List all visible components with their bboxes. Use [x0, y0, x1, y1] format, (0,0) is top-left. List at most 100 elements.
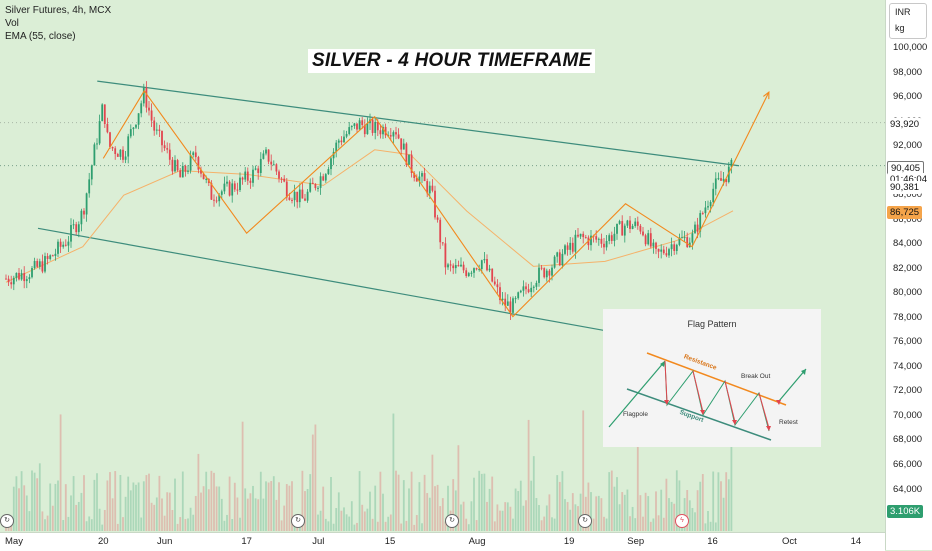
candle: [236, 189, 239, 191]
price-chart-svg[interactable]: [0, 0, 885, 532]
candle: [226, 181, 228, 184]
candle: [335, 142, 338, 152]
candle: [571, 242, 574, 252]
volume-bar: [350, 501, 353, 531]
volume-bar: [288, 485, 291, 531]
volume-bar: [509, 506, 512, 531]
volume-bar: [270, 481, 273, 531]
candle: [675, 244, 678, 251]
volume-bar: [210, 470, 213, 531]
candle: [332, 151, 335, 159]
legend-symbol[interactable]: Silver Futures, 4h, MCX: [5, 5, 112, 16]
candle: [413, 173, 416, 178]
candle: [10, 282, 13, 285]
candle: [621, 221, 624, 236]
candle: [673, 244, 676, 251]
candle: [506, 301, 509, 306]
volume-bar: [306, 489, 309, 531]
price-tick-label: 100,000: [893, 42, 928, 53]
dividend-event-icon[interactable]: ↻: [291, 514, 305, 528]
candle: [62, 244, 65, 247]
volume-bar: [397, 474, 400, 531]
candle: [132, 127, 135, 130]
candle: [49, 255, 52, 259]
candle: [535, 282, 538, 287]
volume-bar: [176, 523, 179, 531]
legend-volume[interactable]: Vol: [5, 18, 19, 29]
price-axis[interactable]: [885, 0, 932, 550]
volume-bar: [662, 517, 665, 531]
time-tick-label: Jul: [312, 536, 325, 547]
volume-bar: [254, 498, 257, 531]
price-tick-label: 82,000: [893, 262, 923, 274]
candle: [350, 125, 353, 128]
volume-bar: [275, 499, 278, 531]
candle: [330, 158, 332, 170]
candle: [657, 248, 660, 252]
volume-bar: [660, 489, 663, 531]
price-tick-label: 86,000: [893, 213, 923, 225]
candle: [189, 155, 192, 171]
volume-bar: [616, 477, 618, 531]
volume-bar: [241, 421, 244, 531]
dividend-event-icon[interactable]: ↻: [445, 514, 459, 528]
candle: [140, 103, 143, 114]
candle: [288, 197, 291, 200]
volume-bar: [28, 511, 31, 531]
candle: [405, 143, 408, 165]
volume-bar: [194, 495, 197, 531]
candle: [670, 244, 673, 250]
legend-ema[interactable]: EMA (55, close): [5, 31, 76, 42]
candle: [150, 110, 153, 121]
time-axis[interactable]: [0, 532, 885, 551]
candle: [298, 189, 301, 203]
lightning-event-icon[interactable]: ϟ: [675, 514, 689, 528]
dividend-event-icon[interactable]: ↻: [578, 514, 592, 528]
volume-bar: [530, 480, 533, 531]
candle: [5, 278, 7, 280]
dividend-event-icon[interactable]: ↻: [0, 514, 14, 528]
volume-bar: [192, 514, 195, 531]
time-tick-label: Jun: [157, 536, 173, 547]
unit-selector[interactable]: INR kg: [889, 3, 927, 39]
volume-bar: [384, 521, 387, 531]
volume-bar: [457, 445, 460, 531]
volume-bar: [600, 498, 603, 531]
candle: [111, 146, 114, 149]
volume-bar: [670, 501, 673, 531]
volume-bar: [720, 481, 722, 531]
volume-bar: [252, 485, 254, 531]
volume-bar: [25, 495, 28, 531]
candle: [319, 176, 322, 188]
volume-bar: [415, 515, 418, 531]
candle: [309, 182, 312, 192]
volume-bar: [12, 486, 15, 531]
volume-bar: [31, 470, 33, 531]
volume-bar: [231, 519, 234, 531]
volume-bar: [525, 500, 527, 531]
candle: [59, 241, 62, 247]
volume-bar: [70, 495, 72, 531]
volume-bar: [447, 485, 449, 531]
candle: [249, 180, 252, 183]
volume-bar: [579, 493, 582, 531]
volume-bar: [33, 472, 36, 531]
candle: [306, 191, 309, 201]
candle: [18, 272, 20, 280]
candle: [548, 270, 551, 276]
candle: [163, 145, 166, 149]
candle: [683, 237, 686, 239]
volume-bar: [163, 515, 166, 531]
volume-bar: [400, 523, 403, 531]
candle: [353, 123, 356, 126]
price-tick-label: 74,000: [893, 360, 923, 372]
volume-bar: [98, 508, 101, 531]
candle: [119, 149, 122, 157]
candle: [514, 298, 517, 300]
candle: [577, 234, 579, 237]
candle: [714, 178, 717, 189]
candle: [423, 173, 426, 182]
candle: [213, 199, 215, 201]
candle: [327, 169, 330, 175]
